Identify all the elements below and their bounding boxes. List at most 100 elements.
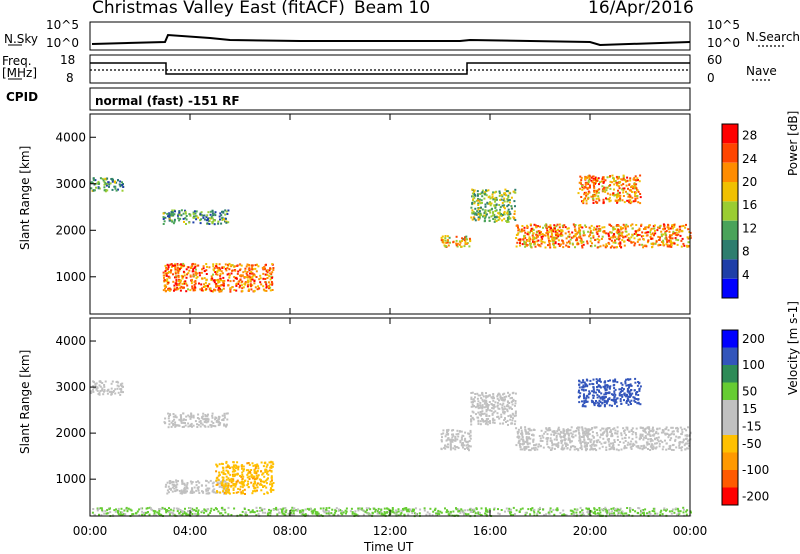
data-cell-0-5-197: [548, 240, 551, 243]
data-cell-0-5-473: [552, 243, 555, 245]
data-cell-0-4-28: [501, 202, 504, 204]
data-cell-0-4-144: [506, 216, 509, 219]
data-cell-0-2-496: [251, 275, 254, 278]
data-cell-1-1-69: [197, 413, 200, 416]
data-cell-0-4-116: [489, 204, 492, 207]
data-cell-1-3-101: [232, 482, 235, 485]
data-cell-0-5-557: [553, 227, 556, 230]
data-cell-1-7-233: [625, 401, 628, 404]
data-cell-1-8-191: [446, 509, 448, 512]
data-cell-0-2-495: [178, 283, 181, 285]
data-cell-0-4-243: [494, 216, 497, 219]
data-cell-1-3-148: [262, 465, 265, 468]
data-cell-0-0-25: [121, 189, 124, 192]
data-cell-1-8-215: [414, 512, 416, 515]
data-cell-1-3-219: [259, 478, 262, 481]
data-cell-1-6-543: [687, 426, 689, 429]
data-cell-1-6-319: [521, 435, 524, 438]
data-cell-0-2-507: [178, 284, 181, 287]
data-cell-1-7-283: [578, 401, 581, 404]
data-cell-0-5-124: [610, 236, 613, 239]
data-cell-1-2-47: [180, 491, 183, 494]
data-cell-1-8-520: [606, 511, 609, 514]
data-cell-1-6-117: [515, 427, 518, 430]
data-cell-1-8-199: [457, 508, 460, 511]
data-cell-0-4-45: [476, 194, 479, 197]
data-cell-0-1-145: [211, 209, 214, 212]
data-cell-1-1-81: [211, 412, 214, 415]
data-cell-1-4-98: [461, 444, 464, 447]
data-cell-1-6-409: [654, 438, 657, 441]
data-cell-1-6-568: [592, 441, 595, 444]
data-cell-1-4-74: [461, 442, 464, 445]
data-cell-0-6-153: [597, 191, 600, 194]
data-cell-0-2-461: [223, 279, 226, 282]
data-cell-0-5-310: [622, 223, 625, 226]
data-cell-0-5-449: [552, 240, 555, 243]
data-cell-0-4-48: [491, 193, 494, 196]
data-cell-0-0-16: [109, 182, 112, 185]
data-cell-0-2-38: [259, 274, 262, 277]
data-cell-0-5-538: [543, 241, 546, 244]
data-cell-0-2-330: [212, 263, 215, 266]
station-title: Christmas Valley East (fitACF): [92, 0, 345, 18]
data-cell-0-5-444: [673, 242, 676, 245]
data-cell-1-8-144: [608, 508, 611, 511]
data-cell-0-6-249: [605, 186, 608, 189]
data-cell-0-5-536: [624, 226, 627, 229]
data-cell-0-5-427: [633, 232, 636, 235]
data-cell-1-6-338: [569, 439, 571, 442]
data-cell-0-0-71: [119, 185, 122, 188]
data-cell-1-6-668: [688, 434, 691, 437]
data-cell-1-5-54: [509, 397, 512, 400]
data-cell-0-2-463: [194, 286, 197, 289]
data-cell-0-2-426: [249, 283, 252, 286]
data-cell-0-6-237: [622, 174, 625, 177]
data-cell-1-1-148: [202, 418, 205, 421]
data-cell-0-2-417: [163, 284, 166, 287]
data-cell-0-2-500: [248, 275, 251, 278]
data-cell-0-4-143: [488, 202, 491, 205]
data-cell-0-5-484: [586, 242, 589, 245]
data-cell-1-8-230: [587, 512, 590, 515]
data-cell-1-0-2: [94, 382, 97, 385]
data-cell-1-3-100: [256, 476, 259, 479]
data-cell-1-8-289: [312, 509, 315, 512]
data-cell-1-7-239: [627, 384, 630, 387]
data-cell-1-8-98: [513, 513, 516, 515]
data-cell-0-1-115: [211, 222, 214, 224]
data-cell-0-5-5: [545, 223, 548, 226]
data-cell-1-0-71: [95, 388, 98, 391]
data-cell-0-5-655: [685, 244, 688, 247]
data-cell-0-6-59: [592, 199, 595, 202]
data-cell-1-6-247: [607, 440, 610, 443]
data-cell-1-5-65: [481, 407, 484, 410]
data-cell-1-8-236: [179, 514, 182, 517]
data-cell-1-3-87: [262, 485, 265, 488]
data-cell-0-2-455: [267, 285, 270, 288]
data-cell-1-6-614: [534, 444, 537, 447]
data-cell-0-2-368: [250, 270, 253, 273]
data-cell-0-4-196: [485, 189, 487, 192]
data-cell-0-6-166: [594, 176, 597, 179]
data-cell-0-2-298: [203, 270, 206, 273]
data-cell-1-8-146: [449, 510, 452, 513]
data-cell-0-6-144: [605, 197, 607, 200]
data-cell-1-1-120: [182, 412, 185, 415]
data-cell-1-6-538: [585, 449, 588, 452]
data-cell-1-8-550: [382, 513, 385, 516]
data-cell-1-8-738: [415, 512, 418, 515]
data-cell-1-3-300: [247, 486, 250, 489]
data-cell-0-5-638: [670, 241, 672, 244]
data-cell-1-5-12: [484, 422, 487, 425]
data-cell-1-1-141: [219, 422, 222, 424]
data-cell-0-2-294: [184, 280, 187, 283]
data-cell-1-8-252: [313, 508, 316, 511]
data-cell-0-5-450: [532, 232, 535, 235]
data-cell-1-8-743: [109, 511, 112, 514]
data-cell-0-5-627: [578, 235, 581, 238]
data-cell-0-6-265: [619, 194, 622, 197]
data-cell-0-2-81: [270, 275, 273, 278]
data-cell-1-5-198: [510, 415, 512, 418]
data-cell-0-1-82: [168, 216, 171, 219]
